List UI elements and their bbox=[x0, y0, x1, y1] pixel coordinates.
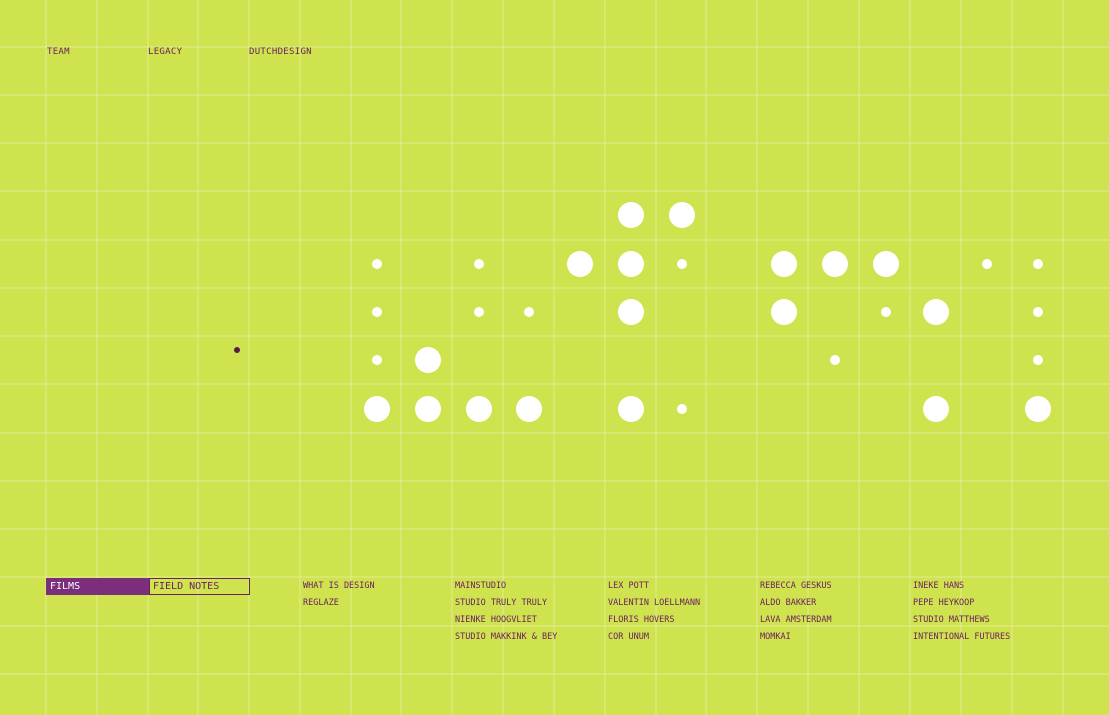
dot bbox=[881, 307, 891, 317]
list-item[interactable]: REBECCA GESKUS bbox=[760, 581, 832, 591]
list-item[interactable]: STUDIO MAKKINK & BEY bbox=[455, 632, 558, 642]
list-item[interactable]: COR UNUM bbox=[608, 632, 649, 642]
name-column-4: REBECCA GESKUS ALDO BAKKER LAVA AMSTERDA… bbox=[760, 581, 832, 649]
dot bbox=[466, 396, 492, 422]
dot bbox=[1033, 307, 1043, 317]
dot bbox=[771, 299, 797, 325]
dot bbox=[923, 299, 949, 325]
list-item[interactable]: NIENKE HOOGVLIET bbox=[455, 615, 537, 625]
dot bbox=[516, 396, 542, 422]
list-item[interactable]: INTENTIONAL FUTURES bbox=[913, 632, 1011, 642]
dot bbox=[1033, 355, 1043, 365]
nav-team-link[interactable]: TEAM bbox=[47, 47, 70, 57]
dot bbox=[372, 355, 382, 365]
dot bbox=[618, 299, 644, 325]
dot bbox=[669, 202, 695, 228]
nav-dutchdesign-link[interactable]: DUTCHDESIGN bbox=[249, 47, 312, 57]
list-item[interactable]: VALENTIN LOELLMANN bbox=[608, 598, 701, 608]
dot bbox=[372, 307, 382, 317]
name-column-1: WHAT IS DESIGN REGLAZE bbox=[303, 581, 375, 615]
cursor-marker bbox=[234, 347, 240, 353]
dot bbox=[923, 396, 949, 422]
list-item[interactable]: WHAT IS DESIGN bbox=[303, 581, 375, 591]
dot bbox=[524, 307, 534, 317]
films-button[interactable]: FILMS bbox=[46, 578, 149, 595]
name-column-5: INEKE HANS PEPE HEYKOOP STUDIO MATTHEWS … bbox=[913, 581, 1010, 649]
dot bbox=[1033, 259, 1043, 269]
dot bbox=[364, 396, 390, 422]
dot bbox=[830, 355, 840, 365]
dot bbox=[567, 251, 593, 277]
dot bbox=[474, 307, 484, 317]
field-notes-button[interactable]: FIELD NOTES bbox=[149, 578, 250, 595]
dot bbox=[822, 251, 848, 277]
dot bbox=[677, 404, 687, 414]
dot bbox=[372, 259, 382, 269]
dot bbox=[982, 259, 992, 269]
list-item[interactable]: FLORIS HOVERS bbox=[608, 615, 675, 625]
list-item[interactable]: LAVA AMSTERDAM bbox=[760, 615, 832, 625]
dot bbox=[677, 259, 687, 269]
dot bbox=[474, 259, 484, 269]
nav-legacy-link[interactable]: LEGACY bbox=[148, 47, 183, 57]
dot bbox=[415, 347, 441, 373]
name-column-2: MAINSTUDIO STUDIO TRULY TRULY NIENKE HOO… bbox=[455, 581, 557, 649]
list-item[interactable]: PEPE HEYKOOP bbox=[913, 598, 975, 608]
dot bbox=[771, 251, 797, 277]
dot bbox=[873, 251, 899, 277]
list-item[interactable]: STUDIO TRULY TRULY bbox=[455, 598, 548, 608]
dot bbox=[618, 202, 644, 228]
list-item[interactable]: INEKE HANS bbox=[913, 581, 965, 591]
dot bbox=[618, 396, 644, 422]
dot bbox=[1025, 396, 1051, 422]
dot bbox=[415, 396, 441, 422]
list-item[interactable]: ALDO BAKKER bbox=[760, 598, 817, 608]
dot bbox=[618, 251, 644, 277]
list-item[interactable]: MAINSTUDIO bbox=[455, 581, 507, 591]
list-item[interactable]: REGLAZE bbox=[303, 598, 339, 608]
list-item[interactable]: MOMKAI bbox=[760, 632, 791, 642]
name-column-3: LEX POTT VALENTIN LOELLMANN FLORIS HOVER… bbox=[608, 581, 700, 649]
list-item[interactable]: STUDIO MATTHEWS bbox=[913, 615, 990, 625]
list-item[interactable]: LEX POTT bbox=[608, 581, 649, 591]
